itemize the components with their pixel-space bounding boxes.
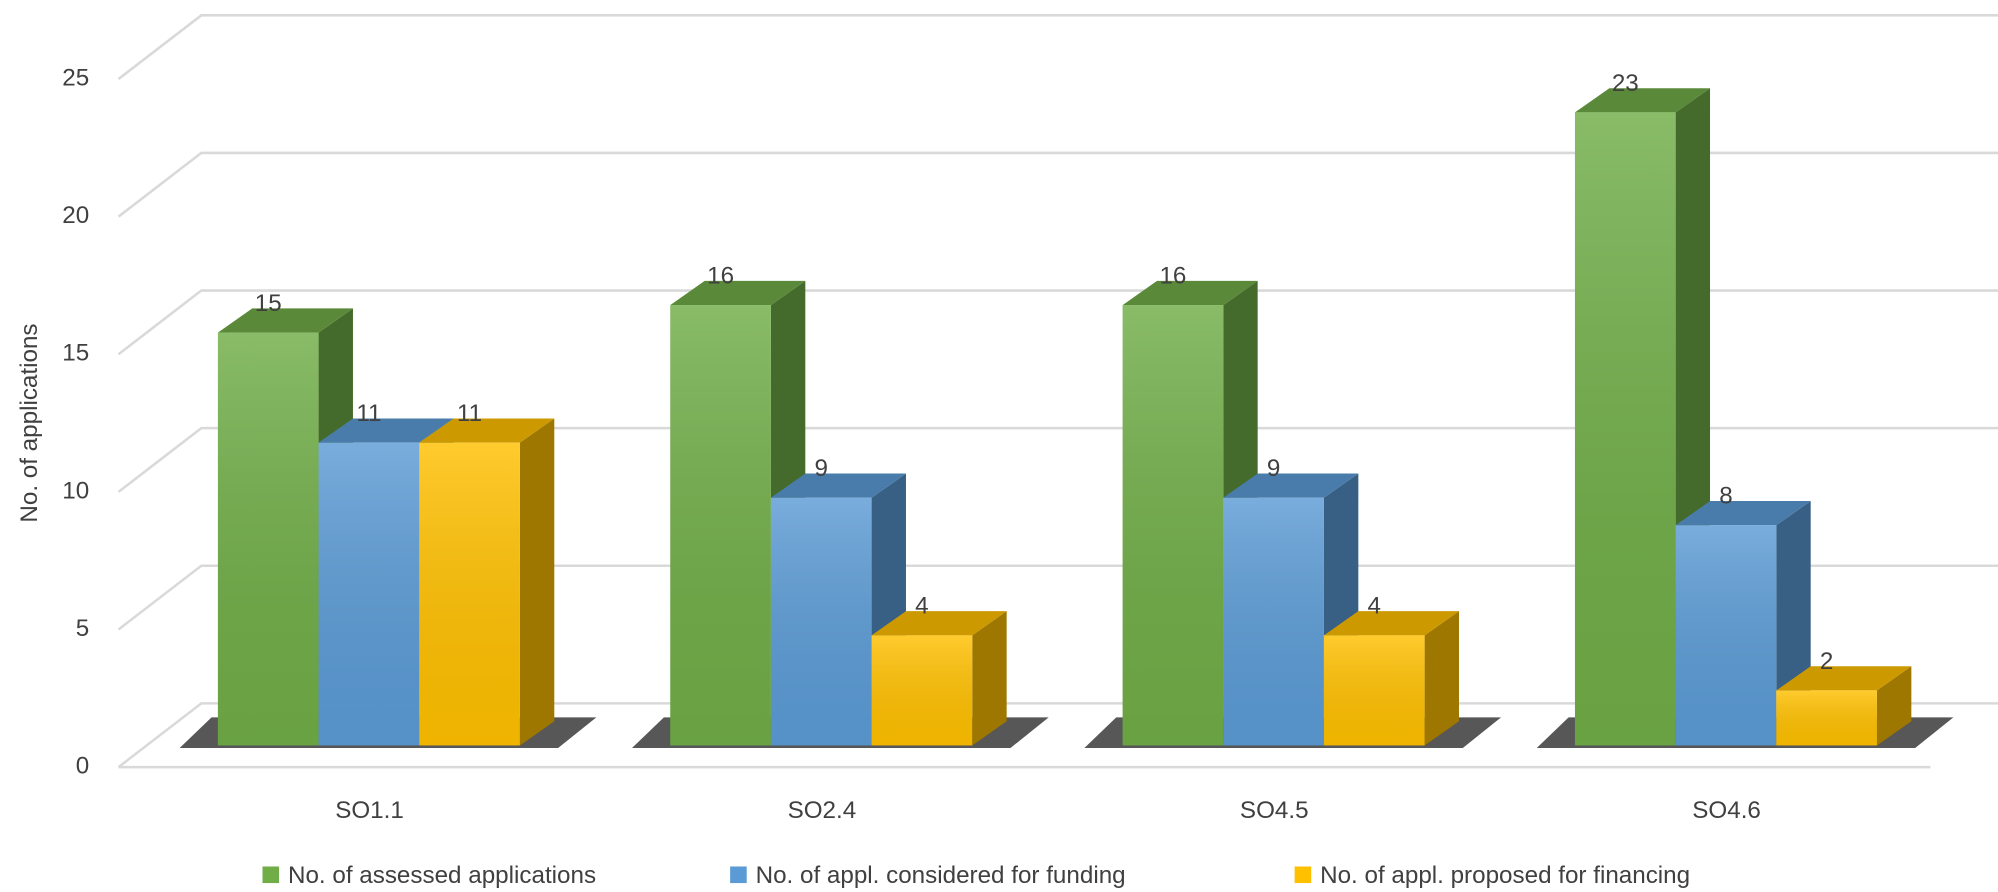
bar-top: [1323, 611, 1459, 636]
bar-side: [1424, 611, 1459, 746]
data-label: 16: [1159, 262, 1186, 289]
bar-gloss: [419, 442, 520, 746]
bar-gloss: [1574, 112, 1676, 746]
grid-line: [117, 564, 1998, 631]
data-label: 4: [915, 593, 928, 620]
data-label: 9: [815, 455, 828, 482]
y-tick-label: 0: [76, 752, 89, 779]
data-label: 23: [1612, 70, 1639, 97]
bar-top: [419, 418, 555, 443]
y-tick-label: 15: [62, 340, 89, 367]
data-label: 8: [1719, 483, 1732, 510]
data-label: 2: [1820, 648, 1833, 675]
bar-gloss: [871, 635, 973, 746]
bar-gloss: [1122, 305, 1224, 746]
bar-gloss: [318, 442, 420, 746]
legend-label: No. of appl. considered for funding: [756, 862, 1126, 889]
legend-swatch: [262, 866, 280, 884]
legend-swatch: [1294, 866, 1312, 884]
grid-line: [117, 289, 1998, 356]
data-label: 11: [356, 400, 381, 427]
bar-gloss: [1675, 525, 1777, 746]
y-tick-label: 20: [62, 202, 89, 229]
data-label: 16: [707, 262, 734, 289]
bar-gloss: [217, 332, 319, 746]
bar-side: [1876, 666, 1912, 746]
x-tick-label: SO4.5: [1240, 797, 1309, 824]
bar-top: [217, 308, 353, 333]
bar-gloss: [1323, 635, 1425, 746]
y-axis-label: No. of applications: [16, 324, 43, 523]
legend-swatch: [730, 866, 747, 884]
x-tick-label: SO4.6: [1692, 797, 1761, 824]
bar-gloss: [1223, 497, 1324, 746]
y-tick-label: 10: [62, 477, 89, 504]
bar-gloss: [670, 305, 771, 746]
data-label: 15: [255, 290, 282, 317]
bar-top: [670, 280, 806, 306]
legend-label: No. of appl. proposed for financing: [1320, 862, 1690, 889]
bar-side: [972, 611, 1007, 746]
grid-line: [117, 151, 1998, 218]
legend-label: No. of assessed applications: [288, 862, 596, 889]
bar-top: [770, 473, 906, 498]
bar-top: [1122, 280, 1258, 306]
y-tick-label: 25: [62, 64, 89, 91]
bar-top: [1776, 666, 1912, 691]
bar-gloss: [770, 497, 872, 746]
data-label: 4: [1368, 593, 1381, 620]
bar-gloss: [1776, 690, 1877, 746]
x-tick-label: SO1.1: [335, 797, 404, 824]
bar-top: [871, 611, 1007, 636]
x-tick-label: SO2.4: [788, 797, 857, 824]
y-tick-label: 5: [76, 615, 89, 642]
bar-top: [1675, 501, 1811, 526]
grid-line: [117, 14, 1998, 81]
bar-top: [1574, 88, 1711, 113]
data-label: 9: [1267, 455, 1280, 482]
bar-top: [1223, 473, 1359, 498]
data-label: 11: [457, 400, 482, 427]
grid-line: [117, 426, 1998, 493]
bar-top: [318, 418, 454, 443]
bar-side: [519, 418, 555, 746]
